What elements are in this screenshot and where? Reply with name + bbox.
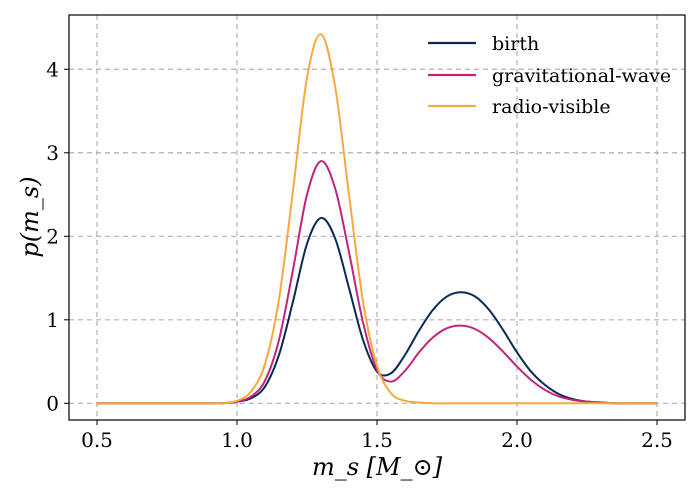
x-axis-label: m_s [M_⊙] xyxy=(312,453,443,481)
tick-layer: 0.5 1.0 1.5 2.0 2.5 0 1 2 3 4 xyxy=(46,57,673,452)
y-axis-label: p(m_s) xyxy=(16,176,44,257)
y-tick-label: 4 xyxy=(46,57,59,81)
y-tick-label: 0 xyxy=(46,391,59,415)
legend-label-gravitational-wave: gravitational-wave xyxy=(492,65,671,87)
y-tick-label: 3 xyxy=(46,141,59,165)
x-tick-label: 1.0 xyxy=(221,428,253,452)
series-layer xyxy=(96,33,657,405)
x-tick-label: 2.0 xyxy=(501,428,533,452)
legend: birth gravitational-wave radio-visible xyxy=(428,33,671,118)
grid-layer xyxy=(69,15,685,420)
x-tick-label: 0.5 xyxy=(81,428,113,452)
x-tick-label: 1.5 xyxy=(361,428,393,452)
legend-label-radio-visible: radio-visible xyxy=(492,96,611,118)
y-tick-label: 1 xyxy=(46,308,59,332)
legend-label-birth: birth xyxy=(492,33,539,55)
series-line-radio-visible xyxy=(96,33,657,405)
x-tick-label: 2.5 xyxy=(641,428,673,452)
y-tick-label: 2 xyxy=(46,224,59,248)
